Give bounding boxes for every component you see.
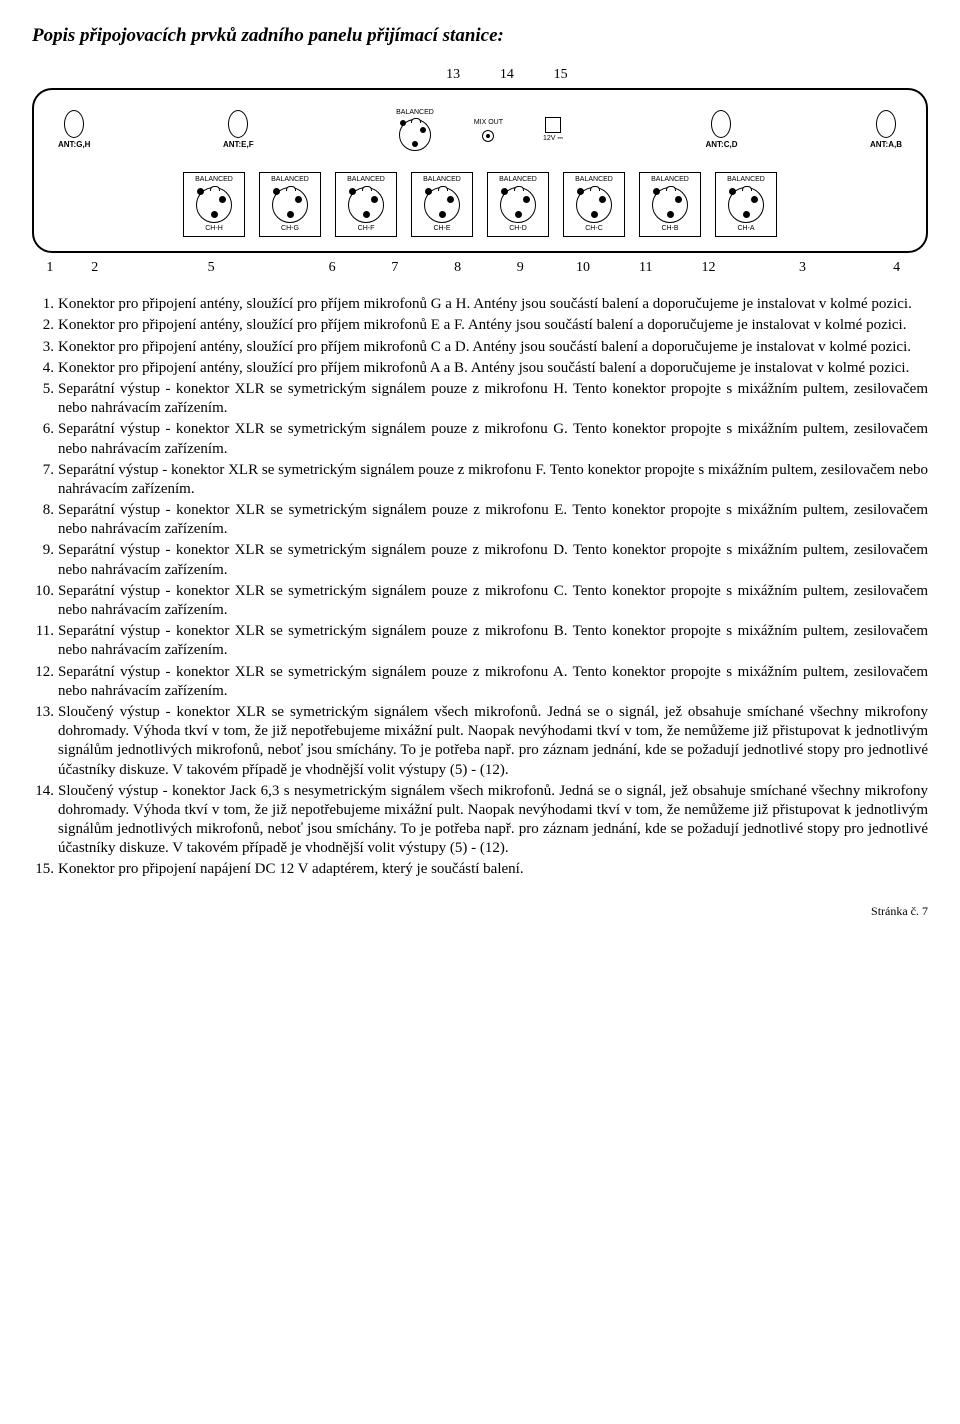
balanced-label: BALANCED <box>271 176 309 185</box>
xlr-icon <box>272 187 308 223</box>
list-item: Sloučený výstup - konektor XLR se symetr… <box>32 703 928 780</box>
balanced-label: BALANCED <box>499 176 537 185</box>
channel-block: BALANCED CH-H <box>183 172 245 237</box>
channel-block: BALANCED CH-E <box>411 172 473 237</box>
rear-panel-outline: ANT:G,H ANT:E,F BALANCED MIX OUT <box>32 88 928 253</box>
balanced-label: BALANCED <box>423 176 461 185</box>
channel-block: BALANCED CH-A <box>715 172 777 237</box>
list-item: Separátní výstup - konektor XLR se symet… <box>32 501 928 539</box>
callout-number: 6 <box>301 259 364 277</box>
page-title: Popis připojovacích prvků zadního panelu… <box>32 24 928 48</box>
channel-label: CH-A <box>737 225 754 234</box>
bottom-number-row: 125678910111234 <box>32 259 928 277</box>
antenna-ab: ANT:A,B <box>870 110 902 150</box>
channel-block: BALANCED CH-D <box>487 172 549 237</box>
list-item: Konektor pro připojení napájení DC 12 V … <box>32 860 928 879</box>
xlr-icon <box>652 187 688 223</box>
callout-number: 3 <box>740 259 865 277</box>
page-footer: Stránka č. 7 <box>32 904 928 919</box>
callout-number: 8 <box>426 259 489 277</box>
callout-number: 2 <box>68 259 122 277</box>
balanced-label: BALANCED <box>347 176 385 185</box>
callout-number: 12 <box>677 259 740 277</box>
channel-block: BALANCED CH-C <box>563 172 625 237</box>
callout-number: 7 <box>363 259 426 277</box>
channel-label: CH-E <box>433 225 450 234</box>
panel-row-channels: BALANCEDCH-HBALANCEDCH-GBALANCEDCH-FBALA… <box>58 172 902 237</box>
callout-number: 5 <box>122 259 301 277</box>
list-item: Separátní výstup - konektor XLR se symet… <box>32 380 928 418</box>
list-item: Separátní výstup - konektor XLR se symet… <box>32 622 928 660</box>
dc-input: 12V ⎓ <box>543 117 563 144</box>
xlr-icon <box>196 187 232 223</box>
channel-label: CH-C <box>585 225 603 234</box>
callout-15: 15 <box>534 66 588 84</box>
callout-14: 14 <box>480 66 534 84</box>
list-item: Separátní výstup - konektor XLR se symet… <box>32 461 928 499</box>
rear-panel-diagram: 13 14 15 ANT:G,H ANT:E,F BALANCED <box>32 66 928 277</box>
channel-block: BALANCED CH-B <box>639 172 701 237</box>
antenna-cd: ANT:C,D <box>705 110 737 150</box>
list-item: Separátní výstup - konektor XLR se symet… <box>32 420 928 458</box>
channel-label: CH-H <box>205 225 223 234</box>
list-item: Sloučený výstup - konektor Jack 6,3 s ne… <box>32 782 928 859</box>
channel-label: CH-D <box>509 225 527 234</box>
dc-connector-icon <box>545 117 561 133</box>
channel-label: CH-G <box>281 225 299 234</box>
antenna-label: ANT:G,H <box>58 140 90 150</box>
callout-number: 11 <box>614 259 677 277</box>
callout-13: 13 <box>426 66 480 84</box>
list-item: Separátní výstup - konektor XLR se symet… <box>32 663 928 701</box>
callout-number: 4 <box>865 259 928 277</box>
balanced-label: BALANCED <box>396 109 434 118</box>
top-center-cluster: BALANCED MIX OUT 12V ⎓ <box>396 109 563 151</box>
antenna-label: ANT:E,F <box>223 140 254 150</box>
xlr-icon <box>500 187 536 223</box>
callout-number: 9 <box>489 259 552 277</box>
jack-icon <box>482 130 494 142</box>
mixout-label: MIX OUT <box>474 119 503 128</box>
channel-label: CH-F <box>358 225 375 234</box>
xlr-icon <box>424 187 460 223</box>
antenna-connector-icon <box>64 110 84 138</box>
dc-label: 12V ⎓ <box>543 135 563 144</box>
balanced-label: BALANCED <box>195 176 233 185</box>
list-item: Konektor pro připojení antény, sloužící … <box>32 359 928 378</box>
top-number-row: 13 14 15 <box>32 66 928 84</box>
xlr-icon <box>728 187 764 223</box>
callout-number: 10 <box>552 259 615 277</box>
xlr-icon <box>576 187 612 223</box>
antenna-connector-icon <box>876 110 896 138</box>
list-item: Konektor pro připojení antény, sloužící … <box>32 295 928 314</box>
xlr-icon <box>399 119 431 151</box>
list-item: Konektor pro připojení antény, sloužící … <box>32 316 928 335</box>
antenna-label: ANT:C,D <box>705 140 737 150</box>
channel-label: CH-B <box>661 225 678 234</box>
balanced-label: BALANCED <box>727 176 765 185</box>
description-list: Konektor pro připojení antény, sloužící … <box>32 295 928 879</box>
antenna-label: ANT:A,B <box>870 140 902 150</box>
balanced-label: BALANCED <box>651 176 689 185</box>
antenna-gh: ANT:G,H <box>58 110 90 150</box>
panel-row-1: ANT:G,H ANT:E,F BALANCED MIX OUT <box>58 100 902 160</box>
mix-out-jack: MIX OUT <box>474 119 503 142</box>
balanced-mix-xlr: BALANCED <box>396 109 434 151</box>
antenna-connector-icon <box>711 110 731 138</box>
list-item: Separátní výstup - konektor XLR se symet… <box>32 541 928 579</box>
channel-block: BALANCED CH-F <box>335 172 397 237</box>
balanced-label: BALANCED <box>575 176 613 185</box>
xlr-icon <box>348 187 384 223</box>
callout-number: 1 <box>32 259 68 277</box>
channel-block: BALANCED CH-G <box>259 172 321 237</box>
antenna-ef: ANT:E,F <box>223 110 254 150</box>
list-item: Separátní výstup - konektor XLR se symet… <box>32 582 928 620</box>
list-item: Konektor pro připojení antény, sloužící … <box>32 338 928 357</box>
antenna-connector-icon <box>228 110 248 138</box>
